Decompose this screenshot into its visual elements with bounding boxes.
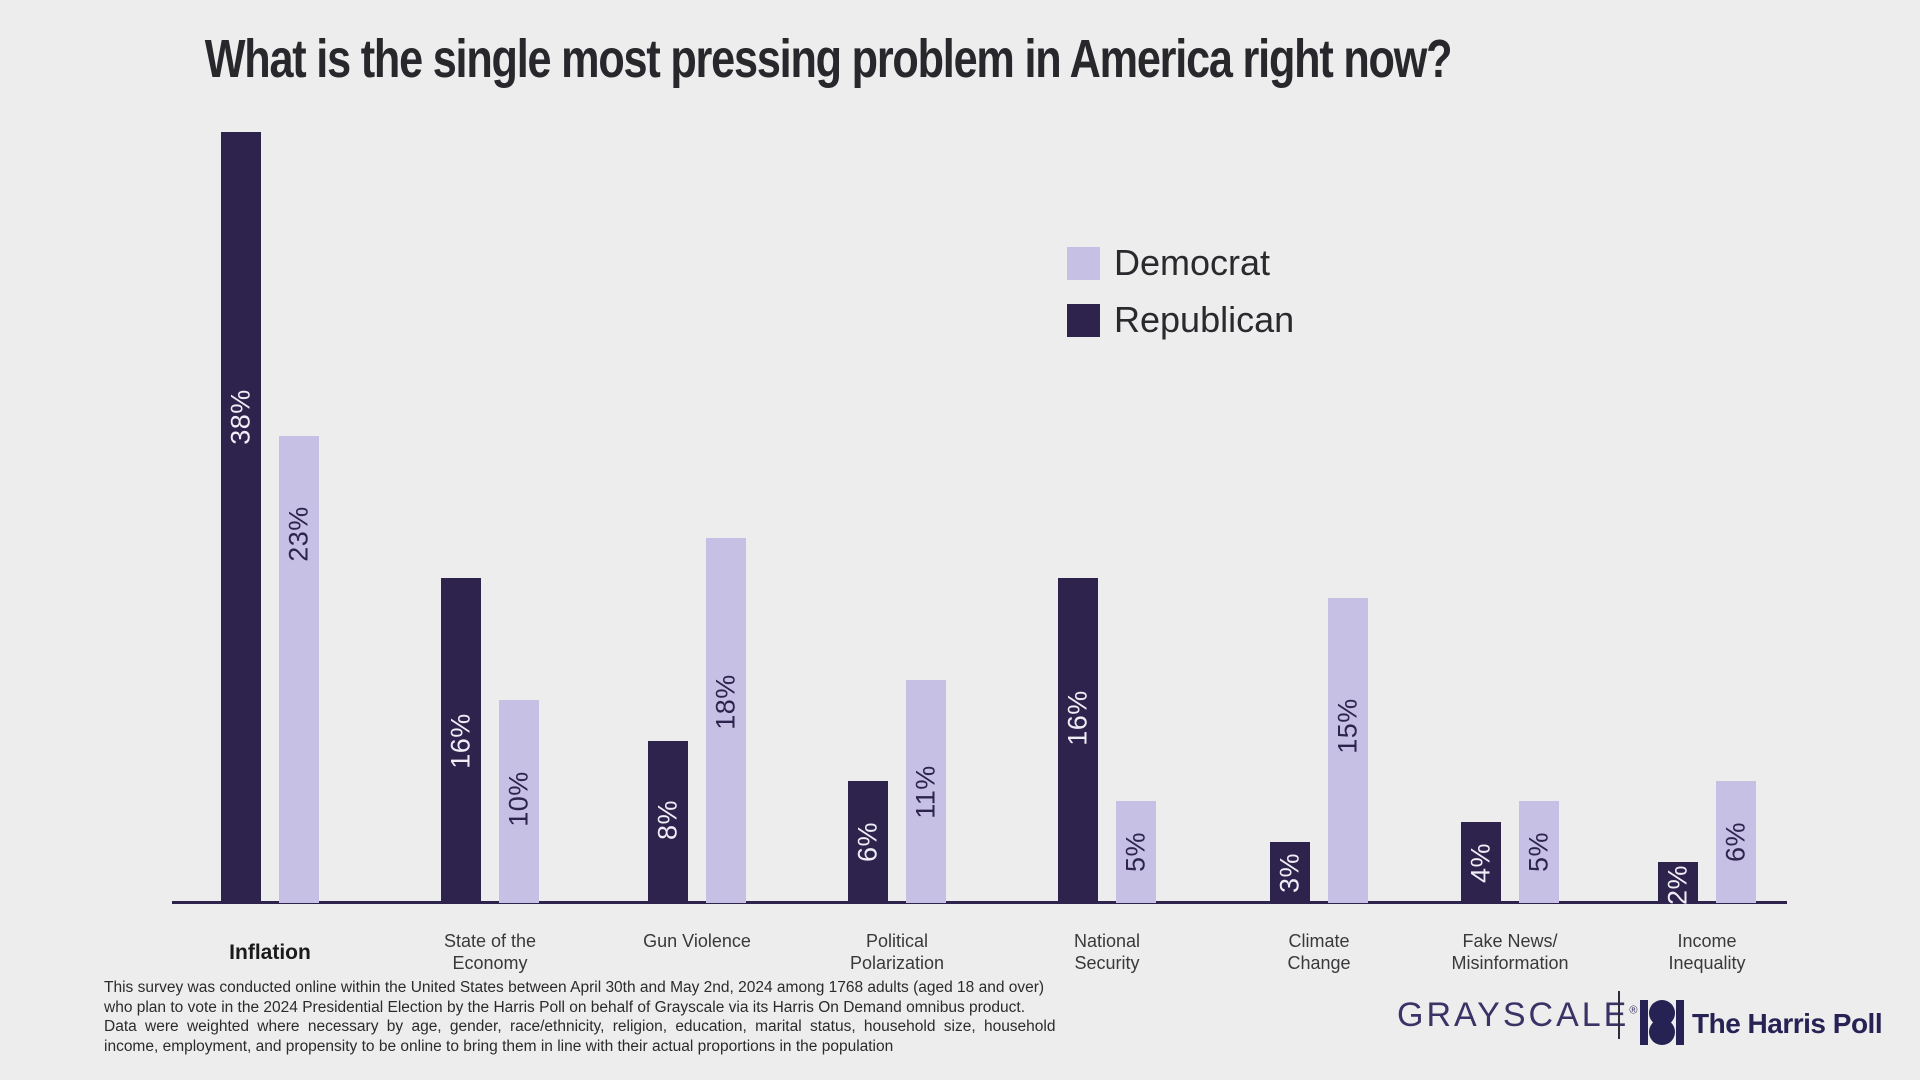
bar-value-label-democrat-gun-violence: 18% [710, 674, 741, 730]
category-label-state-of-the-economy: State of the Economy [390, 930, 590, 974]
category-label-line: Income [1677, 931, 1737, 951]
category-label-line: Economy [452, 953, 528, 973]
legend-item-republican: Republican [1067, 299, 1295, 340]
republican-color-swatch [1067, 303, 1100, 337]
category-label-line: Inflation [229, 941, 311, 964]
bar-value-label-democrat-climate-change: 15% [1332, 698, 1363, 754]
bar-democrat-gun-violence [706, 538, 746, 903]
bar-republican-gun-violence [648, 741, 688, 903]
logo-divider [1618, 991, 1620, 1039]
bar-value-label-republican-inflation: 38% [225, 389, 256, 445]
bar-democrat-climate-change [1328, 598, 1368, 903]
chart-legend: Democrat Republican [1067, 242, 1295, 340]
bar-republican-inflation [221, 132, 261, 903]
harris-mark-bottom-circle [1649, 1019, 1675, 1045]
harris-mark-right-bar [1676, 1000, 1684, 1045]
bar-value-label-republican-fake-news-misinformation: 4% [1465, 842, 1496, 884]
harris-mark-left-bar [1640, 1000, 1648, 1045]
footnote-line: who plan to vote in the 2024 Presidentia… [104, 998, 1026, 1016]
democrat-color-swatch [1067, 246, 1100, 280]
category-label-climate-change: Climate Change [1219, 930, 1419, 974]
category-label-line: Fake News/ [1462, 931, 1558, 951]
bar-value-label-democrat-income-inequality: 6% [1720, 821, 1751, 863]
category-label-political-polarization: Political Polarization [797, 930, 997, 974]
bar-democrat-income-inequality [1716, 781, 1756, 903]
legend-label-republican: Republican [1114, 299, 1295, 340]
legend-label-democrat: Democrat [1114, 242, 1271, 283]
harris-poll-wordmark: The Harris Poll [1692, 1008, 1883, 1039]
category-label-line: Gun Violence [643, 931, 751, 951]
bar-value-label-democrat-inflation: 23% [283, 506, 314, 562]
category-label-line: State of the [443, 931, 537, 951]
registered-trademark-symbol: ® [1629, 1004, 1638, 1017]
bar-value-label-democrat-national-security: 5% [1120, 831, 1151, 873]
legend-item-democrat: Democrat [1067, 242, 1294, 283]
chart-title: What is the single most pressing problem… [204, 29, 1453, 89]
grayscale-logo: GRAYSCALE® [1397, 996, 1637, 1035]
category-label-national-security: National Security [1007, 930, 1207, 974]
category-label-line: Inequality [1668, 953, 1746, 973]
category-label-gun-violence: Gun Violence [597, 930, 797, 952]
bar-republican-state-of-the-economy [441, 578, 481, 903]
bar-democrat-national-security [1116, 801, 1156, 903]
category-label-line: Misinformation [1451, 953, 1569, 973]
harris-poll-logo-icon [1640, 1000, 1684, 1045]
bar-democrat-fake-news-misinformation [1519, 801, 1559, 903]
bar-value-label-democrat-political-polarization: 11% [910, 765, 941, 819]
bar-republican-fake-news-misinformation [1461, 822, 1501, 903]
category-label-fake-news-misinformation: Fake News/Misinformation [1410, 930, 1610, 974]
footnote-line: Data were weighted where necessary by ag… [104, 1018, 1056, 1035]
bar-democrat-state-of-the-economy [499, 700, 539, 903]
category-label-line: Political [865, 931, 929, 951]
bar-value-label-democrat-state-of-the-economy: 10% [503, 771, 534, 827]
bar-value-label-republican-gun-violence: 8% [652, 799, 683, 841]
category-label-line: Polarization [849, 953, 945, 973]
bar-value-label-republican-political-polarization: 6% [852, 821, 883, 863]
bar-democrat-inflation [279, 436, 319, 903]
methodology-footnote: This survey was conducted online within … [104, 978, 1056, 1056]
bar-value-label-republican-income-inequality: 2% [1662, 864, 1693, 906]
category-label-line: Climate [1288, 931, 1350, 951]
footnote-line: income, employment, and propensity to be… [104, 1037, 894, 1055]
category-label-income-inequality: Income Inequality [1607, 930, 1807, 974]
category-label-line: Change [1287, 953, 1351, 973]
bar-value-label-republican-national-security: 16% [1062, 690, 1093, 746]
category-label-line: National [1073, 931, 1141, 951]
bar-value-label-democrat-fake-news-misinformation: 5% [1523, 831, 1554, 873]
category-label-inflation: Inflation [170, 930, 370, 964]
grayscale-wordmark: GRAYSCALE [1397, 996, 1630, 1034]
bar-republican-climate-change [1270, 842, 1310, 903]
bar-republican-political-polarization [848, 781, 888, 903]
bar-republican-national-security [1058, 578, 1098, 903]
bar-value-label-republican-state-of-the-economy: 16% [445, 713, 476, 769]
bar-democrat-political-polarization [906, 680, 946, 903]
category-label-line: Security [1074, 953, 1140, 973]
bar-value-label-republican-climate-change: 3% [1274, 852, 1305, 894]
footnote-line: This survey was conducted online within … [104, 979, 1045, 996]
bar-republican-income-inequality [1658, 862, 1698, 903]
x-axis-line [172, 901, 1787, 904]
